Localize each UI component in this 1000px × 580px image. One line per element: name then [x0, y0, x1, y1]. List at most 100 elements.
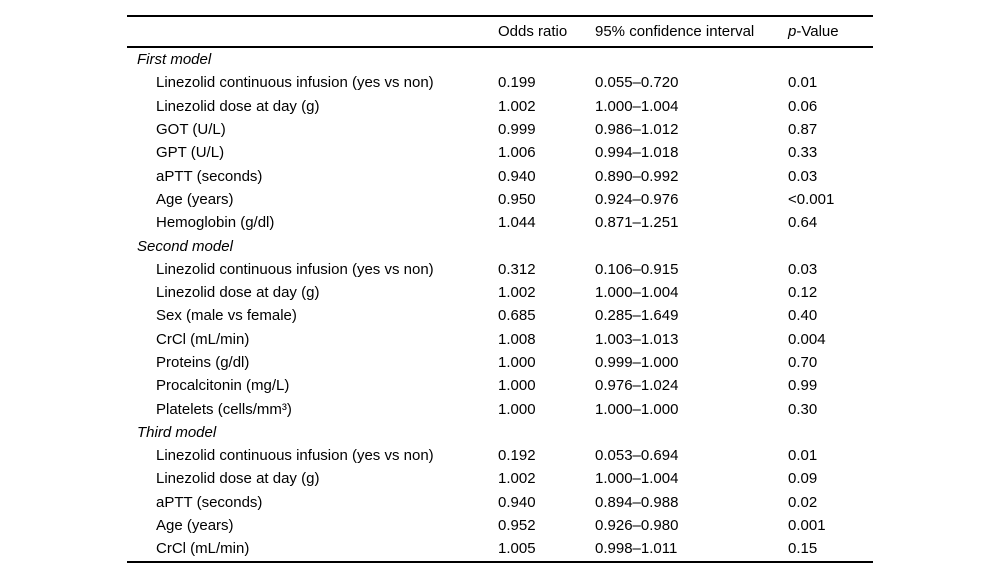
variable-column-header — [127, 16, 498, 48]
model-section-row: First model — [127, 47, 873, 71]
p-value: 0.03 — [788, 260, 818, 278]
p-value: 0.64 — [788, 214, 818, 232]
table-row: GPT (U/L) 1.006 0.994–1.018 0.33 — [127, 141, 873, 164]
confidence-interval-value: 0.890–0.992 — [595, 167, 679, 185]
confidence-interval-value: 1.000–1.000 — [595, 400, 679, 418]
odds-ratio-value: 0.192 — [498, 447, 536, 465]
variable-label: aPTT (seconds) — [156, 167, 263, 185]
table-row: CrCl (mL/min) 1.005 0.998–1.011 0.15 — [127, 537, 873, 561]
variable-label: Linezolid continuous infusion (yes vs no… — [156, 74, 434, 92]
variable-label: CrCl (mL/min) — [156, 330, 250, 348]
odds-ratio-value: 1.008 — [498, 330, 536, 348]
model-section-title: First model — [137, 51, 212, 69]
variable-label: Age (years) — [156, 190, 234, 208]
confidence-interval-value: 1.000–1.004 — [595, 470, 679, 488]
p-value: 0.30 — [788, 400, 818, 418]
odds-ratio-value: 0.950 — [498, 190, 536, 208]
table-row: CrCl (mL/min) 1.008 1.003–1.013 0.004 — [127, 328, 873, 351]
logistic-regression-table: Odds ratio 95% confidence interval p-Val… — [127, 15, 873, 563]
p-value: 0.09 — [788, 470, 818, 488]
confidence-interval-value: 0.976–1.024 — [595, 377, 679, 395]
odds-ratio-value: 1.006 — [498, 144, 536, 162]
variable-label: Linezolid dose at day (g) — [156, 97, 320, 115]
variable-label: Linezolid dose at day (g) — [156, 284, 320, 302]
confidence-interval-value: 0.924–0.976 — [595, 190, 679, 208]
table-row: Age (years) 0.950 0.924–0.976 <0.001 — [127, 188, 873, 211]
odds-ratio-value: 1.005 — [498, 540, 536, 558]
p-value: 0.001 — [788, 517, 826, 535]
table-row: Sex (male vs female) 0.685 0.285–1.649 0… — [127, 304, 873, 327]
confidence-interval-value: 0.053–0.694 — [595, 447, 679, 465]
p-value: 0.12 — [788, 284, 818, 302]
odds-ratio-column-header: Odds ratio — [498, 16, 595, 48]
table-row: Procalcitonin (mg/L) 1.000 0.976–1.024 0… — [127, 374, 873, 397]
table-row: Linezolid continuous infusion (yes vs no… — [127, 71, 873, 94]
table-row: Linezolid dose at day (g) 1.002 1.000–1.… — [127, 467, 873, 490]
variable-label: GPT (U/L) — [156, 144, 225, 162]
odds-ratio-value: 0.312 — [498, 260, 536, 278]
p-value: 0.01 — [788, 447, 818, 465]
confidence-interval-value: 0.999–1.000 — [595, 354, 679, 371]
data-table: Odds ratio 95% confidence interval p-Val… — [127, 15, 873, 563]
confidence-interval-value: 0.998–1.011 — [595, 540, 678, 558]
variable-label: GOT (U/L) — [156, 121, 226, 139]
odds-ratio-value: 1.000 — [498, 354, 536, 371]
odds-ratio-value: 0.685 — [498, 307, 536, 325]
p-value: 0.87 — [788, 121, 818, 139]
p-value: 0.15 — [788, 540, 818, 558]
variable-label: Age (years) — [156, 517, 234, 535]
odds-ratio-value: 0.999 — [498, 121, 536, 139]
p-value: 0.03 — [788, 167, 818, 185]
variable-label: Proteins (g/dl) — [156, 354, 250, 371]
odds-ratio-value: 1.000 — [498, 400, 536, 418]
table-row: Linezolid continuous infusion (yes vs no… — [127, 444, 873, 467]
p-value: 0.70 — [788, 354, 818, 371]
variable-label: Hemoglobin (g/dl) — [156, 214, 275, 232]
variable-label: CrCl (mL/min) — [156, 540, 250, 558]
confidence-interval-value: 0.055–0.720 — [595, 74, 679, 92]
p-value: 0.01 — [788, 74, 818, 92]
p-value: 0.02 — [788, 493, 818, 511]
table-row: Linezolid dose at day (g) 1.002 1.000–1.… — [127, 281, 873, 304]
variable-label: Linezolid continuous infusion (yes vs no… — [156, 447, 434, 465]
p-value: 0.33 — [788, 144, 818, 162]
p-value-header-rest: -Value — [796, 23, 839, 40]
confidence-interval-value: 0.285–1.649 — [595, 307, 679, 325]
table-row: aPTT (seconds) 0.940 0.890–0.992 0.03 — [127, 164, 873, 187]
table-row: Platelets (cells/mm³) 1.000 1.000–1.000 … — [127, 397, 873, 420]
odds-ratio-value: 1.000 — [498, 377, 536, 395]
variable-label: Sex (male vs female) — [156, 307, 297, 325]
odds-ratio-value: 0.199 — [498, 74, 536, 92]
variable-label: Linezolid dose at day (g) — [156, 470, 320, 488]
variable-label: aPTT (seconds) — [156, 493, 263, 511]
p-value: 0.40 — [788, 307, 818, 325]
p-value: 0.99 — [788, 377, 818, 395]
confidence-interval-value: 0.871–1.251 — [595, 214, 679, 232]
table-row: Linezolid dose at day (g) 1.002 1.000–1.… — [127, 95, 873, 118]
odds-ratio-value: 0.940 — [498, 493, 536, 511]
table-row: GOT (U/L) 0.999 0.986–1.012 0.87 — [127, 118, 873, 141]
odds-ratio-value: 1.002 — [498, 97, 536, 115]
p-value: 0.004 — [788, 330, 826, 348]
p-value: 0.06 — [788, 97, 818, 115]
confidence-interval-value: 1.000–1.004 — [595, 284, 679, 302]
odds-ratio-value: 1.044 — [498, 214, 536, 232]
table-row: Linezolid continuous infusion (yes vs no… — [127, 258, 873, 281]
p-value-column-header: p-Value — [788, 16, 873, 48]
model-section-title: Third model — [137, 423, 217, 441]
table-row: Proteins (g/dl) 1.000 0.999–1.000 0.70 — [127, 351, 873, 374]
confidence-interval-column-header: 95% confidence interval — [595, 16, 788, 48]
p-value: <0.001 — [788, 190, 835, 208]
variable-label: Platelets (cells/mm³) — [156, 400, 292, 418]
table-row: aPTT (seconds) 0.940 0.894–0.988 0.02 — [127, 491, 873, 514]
variable-label: Linezolid continuous infusion (yes vs no… — [156, 260, 434, 278]
odds-ratio-value: 1.002 — [498, 470, 536, 488]
header-row: Odds ratio 95% confidence interval p-Val… — [127, 16, 873, 48]
odds-ratio-value: 0.952 — [498, 517, 536, 535]
model-section-row: Third model — [127, 421, 873, 444]
confidence-interval-value: 0.986–1.012 — [595, 121, 679, 139]
model-section-title: Second model — [137, 237, 233, 255]
table-row: Hemoglobin (g/dl) 1.044 0.871–1.251 0.64 — [127, 211, 873, 234]
model-section-row: Second model — [127, 234, 873, 257]
table-row: Age (years) 0.952 0.926–0.980 0.001 — [127, 514, 873, 537]
